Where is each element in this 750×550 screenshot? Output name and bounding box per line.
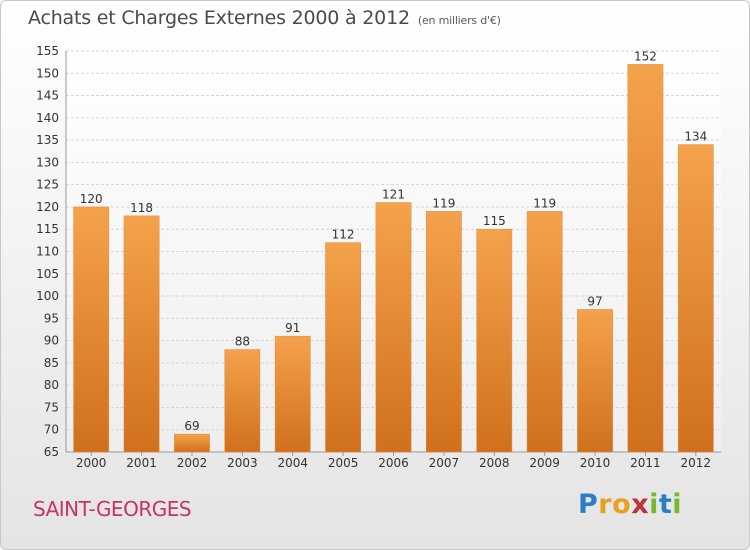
y-axis: 65 70 75 80 85 90 95 100 105 110 115 120 125 130 135 14… xyxy=(36,44,721,459)
x-axis: 2000 2001 2002 2003 2004 2005 2006 2007 2008 2009… xyxy=(76,452,711,470)
y-tick-label: 145 xyxy=(36,89,59,103)
y-tick-label: 90 xyxy=(44,334,59,348)
x-tick-label: 2010 xyxy=(580,456,611,470)
y-tick-label: 95 xyxy=(44,311,59,325)
y-tick-label: 65 xyxy=(44,445,59,459)
city-name: SAINT-GEORGES xyxy=(33,497,192,521)
y-tick-label: 140 xyxy=(36,111,59,125)
y-tick-label: 125 xyxy=(36,178,59,192)
x-tick-label: 2008 xyxy=(479,456,510,470)
chart-title-text: Achats et Charges Externes 2000 à 2012 xyxy=(28,7,410,29)
logo-letter: o xyxy=(612,489,632,520)
logo-letter: x xyxy=(631,489,650,520)
x-tick-label: 2009 xyxy=(529,456,560,470)
bar-value-label: 91 xyxy=(285,321,300,335)
chart-title: Achats et Charges Externes 2000 à 2012 (e… xyxy=(28,7,501,29)
bar xyxy=(274,335,311,453)
x-tick-label: 2005 xyxy=(328,456,359,470)
bar-value-label: 88 xyxy=(235,335,250,349)
bar xyxy=(526,211,563,453)
y-tick-label: 120 xyxy=(36,200,59,214)
x-tick-label: 2012 xyxy=(681,456,712,470)
x-tick-label: 2001 xyxy=(126,456,157,470)
x-tick-label: 2000 xyxy=(76,456,107,470)
bar-value-label: 118 xyxy=(130,201,153,215)
bar-value-label: 119 xyxy=(533,196,556,210)
x-tick-label: 2002 xyxy=(177,456,208,470)
y-tick-label: 115 xyxy=(36,222,59,236)
bar xyxy=(577,309,613,453)
bar-value-label: 152 xyxy=(634,49,657,63)
y-tick-label: 70 xyxy=(44,423,59,437)
bar-value-label: 112 xyxy=(332,228,355,242)
logo-letter: r xyxy=(598,489,613,520)
bar xyxy=(174,433,210,453)
x-tick-label: 2011 xyxy=(630,456,661,470)
bar xyxy=(677,144,714,453)
proxiti-logo[interactable]: Proxiti xyxy=(578,489,682,520)
y-tick-label: 100 xyxy=(36,289,59,303)
x-tick-label: 2003 xyxy=(227,456,258,470)
bar-value-label: 69 xyxy=(184,419,199,433)
x-tick-label: 2006 xyxy=(378,456,409,470)
bar xyxy=(426,211,462,453)
bar xyxy=(123,215,160,453)
chart-subtitle: (en milliers d'€) xyxy=(417,14,501,27)
y-tick-label: 80 xyxy=(44,378,59,392)
bar xyxy=(73,206,110,453)
x-tick-label: 2007 xyxy=(429,456,460,470)
logo-letter: t xyxy=(658,489,673,520)
y-tick-label: 85 xyxy=(44,356,59,370)
y-tick-label: 155 xyxy=(36,44,59,58)
bar xyxy=(224,349,261,453)
y-tick-label: 105 xyxy=(36,267,59,281)
y-tick-label: 110 xyxy=(36,245,59,259)
y-tick-label: 150 xyxy=(36,66,59,80)
bar-value-label: 134 xyxy=(684,130,707,144)
bar xyxy=(476,228,513,453)
bar-value-label: 119 xyxy=(432,196,455,210)
y-tick-label: 75 xyxy=(44,400,59,414)
bar xyxy=(627,64,664,453)
y-tick-label: 135 xyxy=(36,133,59,147)
bar-value-label: 121 xyxy=(382,187,405,201)
bar-value-label: 115 xyxy=(483,214,506,228)
y-tick-label: 130 xyxy=(36,155,59,169)
logo-letter: P xyxy=(578,489,599,520)
bar-value-label: 97 xyxy=(587,294,602,308)
bar-value-label: 120 xyxy=(80,192,103,206)
x-tick-label: 2004 xyxy=(277,456,308,470)
logo-letter: i xyxy=(649,489,659,520)
bar xyxy=(325,242,362,453)
bar xyxy=(375,202,412,453)
bars: 120 118 69 88 91 112 121 119 115 119 97 152 134 xyxy=(73,49,714,453)
logo-letter: i xyxy=(672,489,683,520)
